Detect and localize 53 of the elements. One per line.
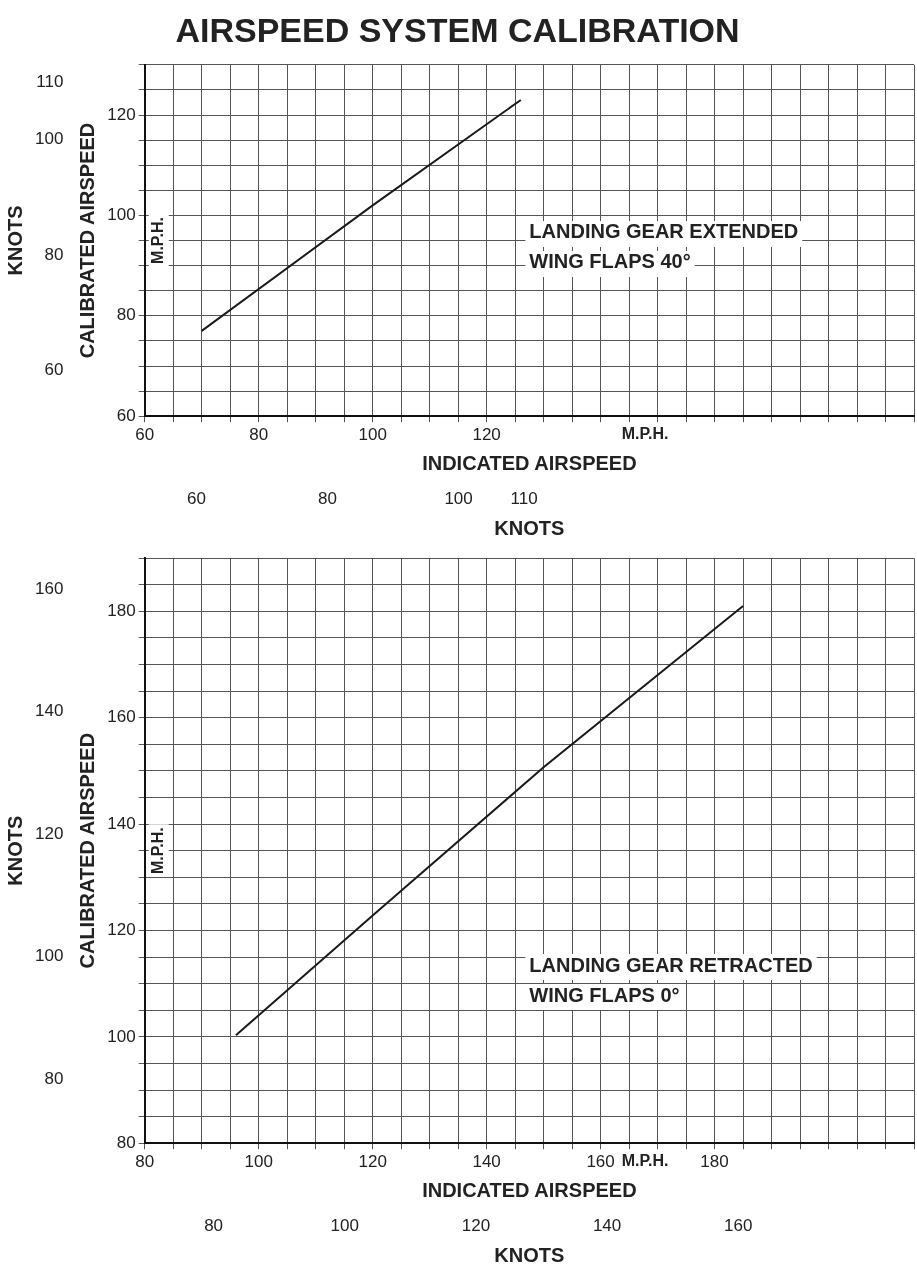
annotation: M.P.H. xyxy=(149,217,167,264)
y2-tick-label: 120 xyxy=(34,823,64,843)
x-tick-label: 60 xyxy=(135,425,155,445)
y2-tick-label: 140 xyxy=(34,701,64,721)
x2-tick-label: 60 xyxy=(187,489,206,509)
y-tick-label: 180 xyxy=(107,601,136,621)
x2-tick-label: 100 xyxy=(444,489,473,509)
x-axis-title: INDICATED AIRSPEED xyxy=(422,452,637,475)
y2-tick-label: 80 xyxy=(44,244,64,264)
y-axis-title: CALIBRATED AIRSPEED xyxy=(75,122,98,359)
x2-tick-label: 140 xyxy=(592,1216,622,1236)
annotation: M.P.H. xyxy=(149,827,167,875)
x-tick-label: 120 xyxy=(472,425,501,445)
x2-tick-label: 100 xyxy=(330,1216,359,1236)
y2-tick-label: 100 xyxy=(34,129,64,149)
y2-tick-label: 100 xyxy=(34,946,64,966)
text: LANDING GEAR RETRACTED WING FLAPS 0° xyxy=(529,953,813,1006)
x-tick-label: 100 xyxy=(358,425,387,445)
y2-tick-label: 110 xyxy=(36,71,64,91)
y-tick-label: 120 xyxy=(107,920,136,940)
y-tick-label: 100 xyxy=(107,1026,136,1046)
y-tick-label: 80 xyxy=(116,1132,136,1152)
text: LANDING GEAR EXTENDED WING FLAPS 40° xyxy=(529,220,799,273)
y-axis-title: CALIBRATED AIRSPEED xyxy=(75,732,98,969)
x2-axis-title: KNOTS xyxy=(494,516,565,539)
y2-axis-title: KNOTS xyxy=(3,205,26,276)
y2-tick-label: 60 xyxy=(44,360,64,380)
y2-tick-label: 80 xyxy=(44,1068,64,1088)
x-tick-label: 140 xyxy=(472,1152,501,1172)
x-tick-label: 80 xyxy=(135,1152,155,1172)
x-tick-label: 160 xyxy=(586,1152,615,1172)
y-tick-label: 140 xyxy=(107,813,136,833)
text: M.P.H. xyxy=(621,1151,669,1169)
x2-tick-label: 110 xyxy=(510,489,538,509)
x2-tick-label: 80 xyxy=(204,1216,224,1236)
y-tick-label: 100 xyxy=(107,205,136,225)
x2-tick-label: 80 xyxy=(318,489,338,509)
x2-tick-label: 160 xyxy=(724,1216,753,1236)
y-tick-label: 160 xyxy=(107,707,136,727)
x-tick-label: 180 xyxy=(700,1152,729,1172)
x-tick-label: 80 xyxy=(249,425,269,445)
x2-tick-label: 120 xyxy=(461,1216,491,1236)
x2-axis-title: KNOTS xyxy=(494,1243,565,1266)
x-tick-label: 100 xyxy=(244,1152,273,1172)
x-axis-title: INDICATED AIRSPEED xyxy=(422,1179,637,1202)
y-tick-label: 120 xyxy=(107,104,136,124)
x-tick-label: 120 xyxy=(358,1152,387,1172)
y2-axis-title: KNOTS xyxy=(3,815,26,886)
y-tick-label: 60 xyxy=(116,405,136,425)
y-tick-label: 80 xyxy=(116,305,136,325)
text: M.P.H. xyxy=(621,424,669,442)
chart-title: AIRSPEED SYSTEM CALIBRATION xyxy=(175,10,740,49)
y2-tick-label: 160 xyxy=(34,579,64,599)
